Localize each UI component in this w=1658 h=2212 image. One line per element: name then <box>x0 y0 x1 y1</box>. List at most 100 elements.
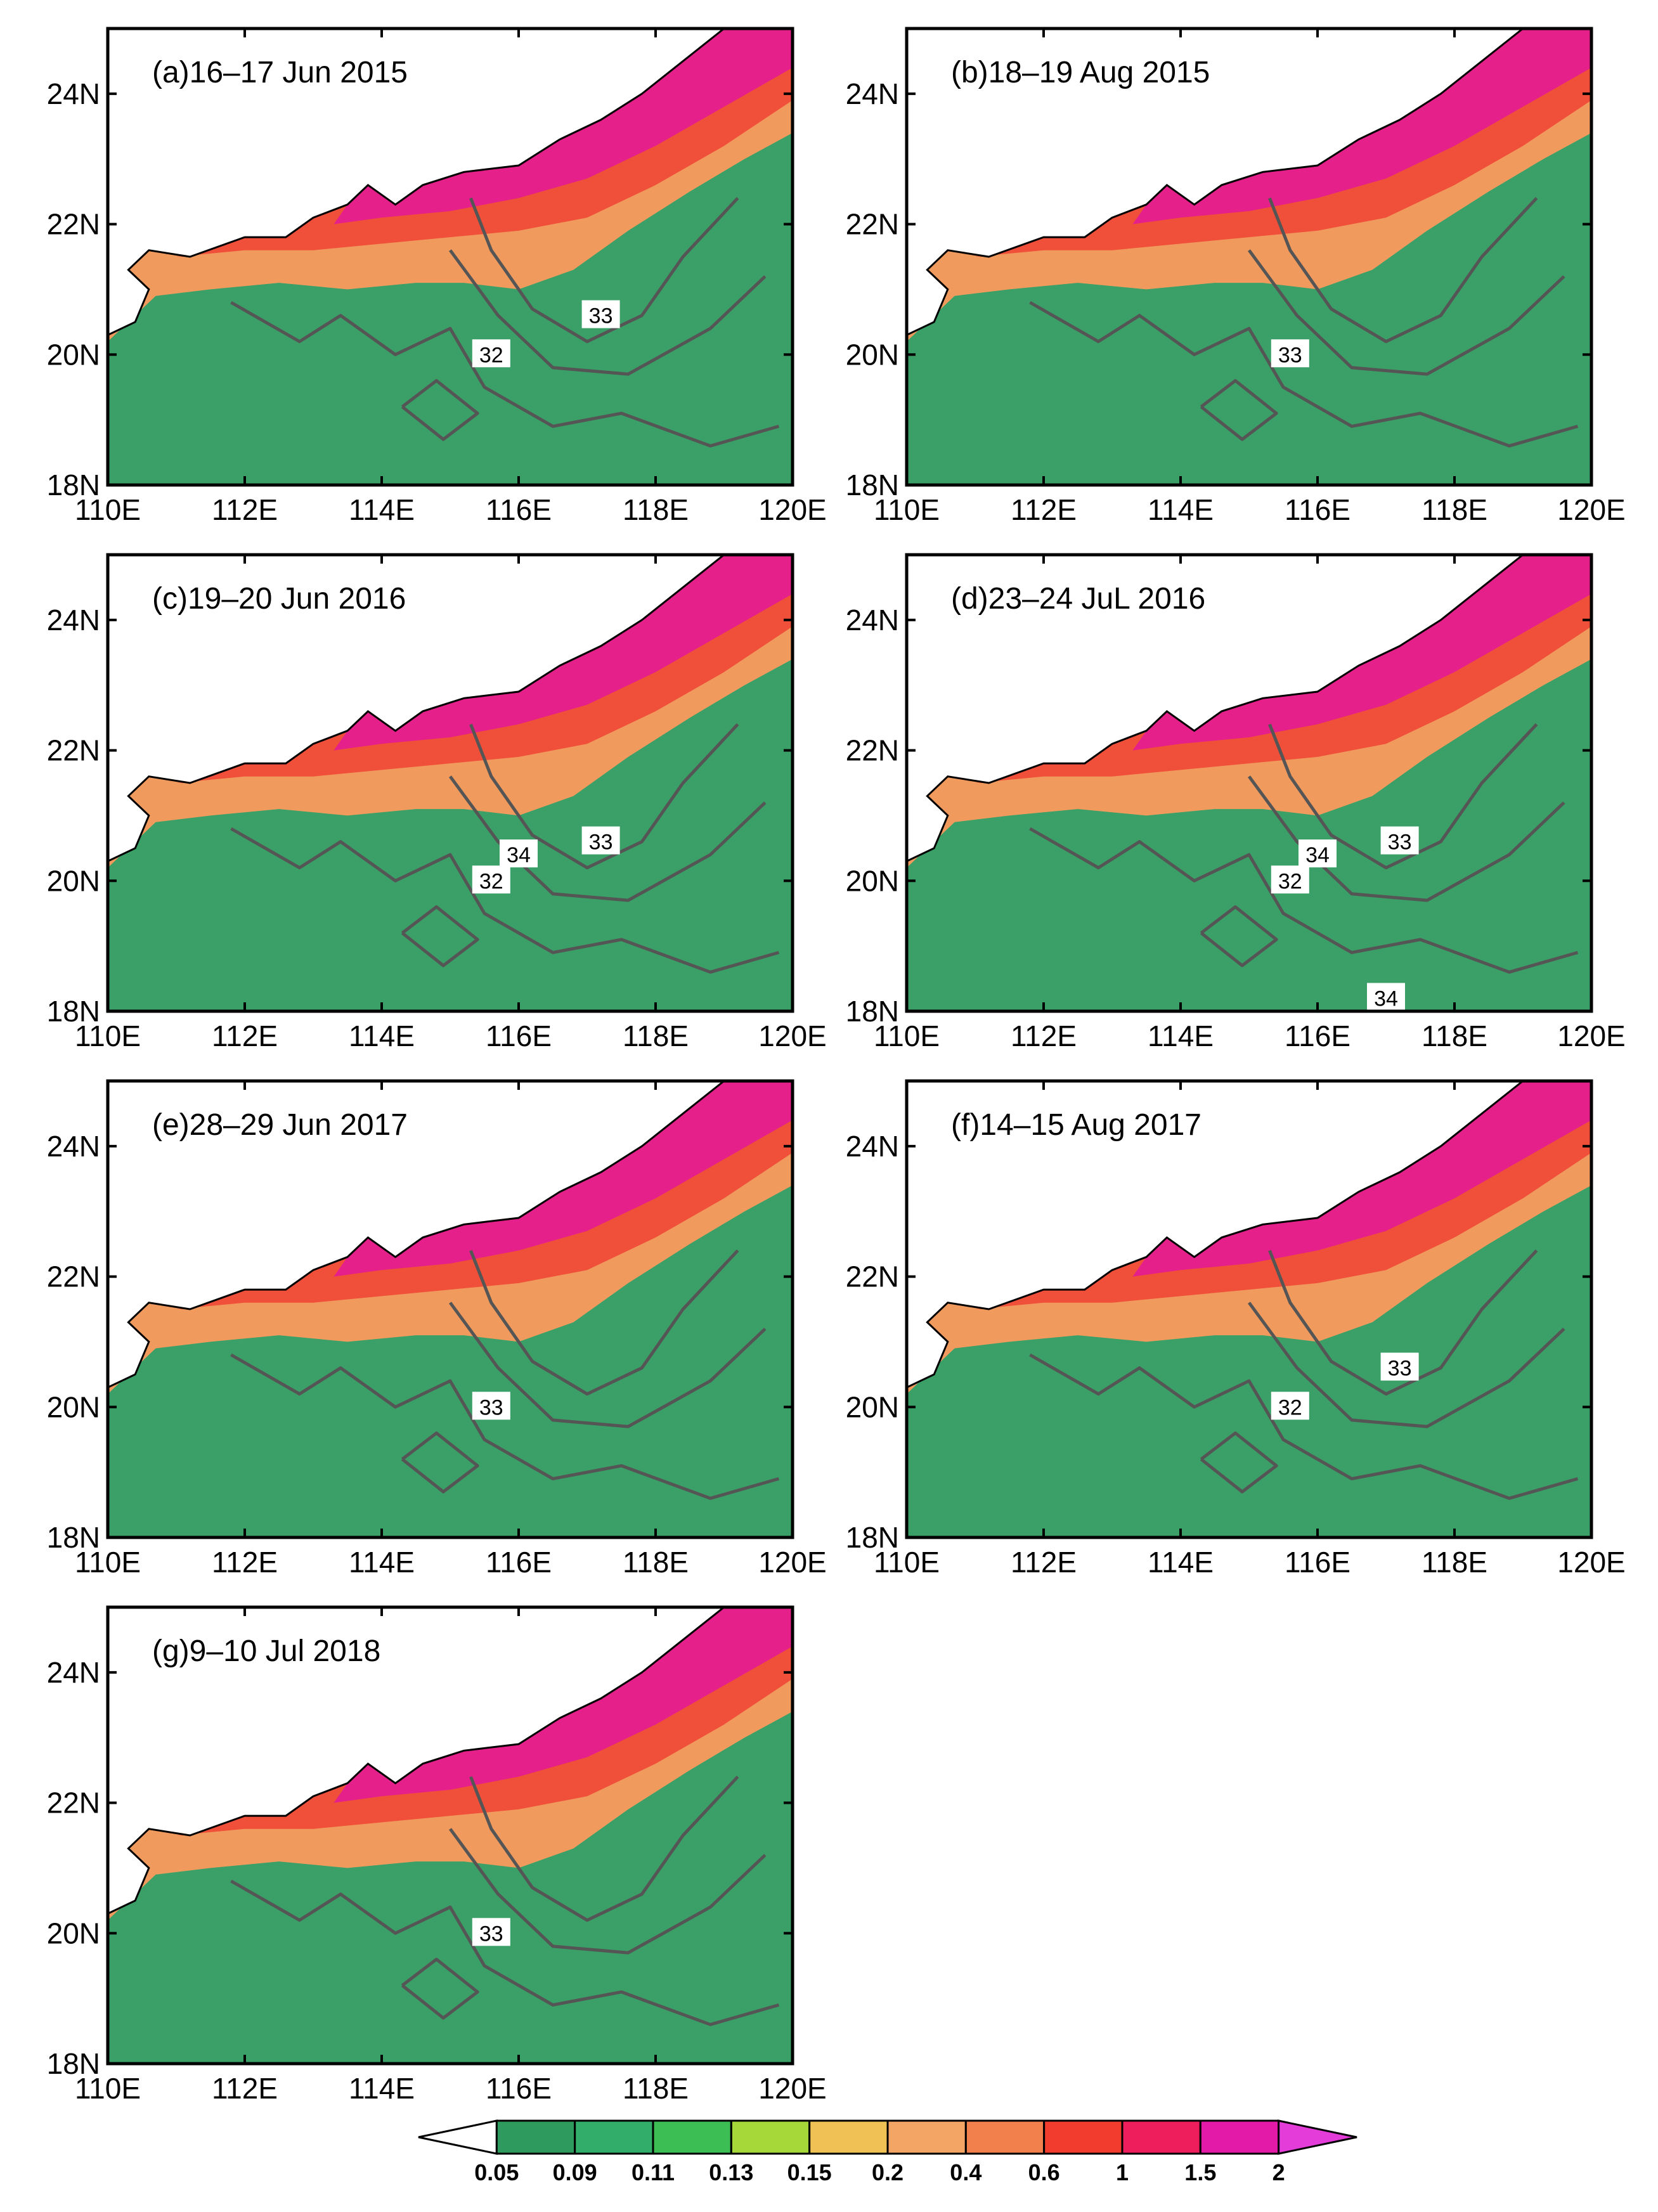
x-tick-label: 116E <box>486 2072 552 2105</box>
y-tick-label: 18N <box>846 1521 899 1554</box>
x-tick-label: 118E <box>623 493 689 526</box>
x-tick-label: 114E <box>1148 1019 1214 1052</box>
x-tick-label: 110E <box>75 493 141 526</box>
contour-label: 32 <box>479 869 503 893</box>
salinity-contour <box>1029 301 1579 448</box>
contour-label: 33 <box>589 304 613 328</box>
contour-label-box <box>581 300 620 328</box>
x-tick-label: 114E <box>349 493 415 526</box>
y-tick-label: 18N <box>47 2047 100 2080</box>
salinity-contour <box>1247 775 1565 902</box>
colorbar-segment <box>574 2119 654 2155</box>
salinity-contour <box>1247 249 1565 376</box>
panel-title: (d)23–24 JuL 2016 <box>951 582 1205 616</box>
x-tick-label: 118E <box>623 2072 689 2105</box>
colorbar-segment <box>964 2119 1046 2155</box>
x-tick-label: 120E <box>758 2072 826 2105</box>
panel-frame <box>106 1605 794 2066</box>
salinity-contour <box>1268 197 1538 344</box>
coastal-band-magenta <box>334 555 793 751</box>
x-tick-label: 118E <box>623 1546 689 1579</box>
x-tick-label: 116E <box>1285 493 1350 526</box>
y-tick-label: 20N <box>47 864 100 897</box>
colorbar-label: 0.6 <box>1028 2159 1060 2185</box>
y-tick-label: 24N <box>47 77 100 110</box>
x-tick-label: 112E <box>212 493 278 526</box>
colorbar-segment <box>886 2119 967 2155</box>
contour-label-box <box>1367 983 1405 1011</box>
map-panel-f: 32 33 (f)14–15 Aug 2017 110E 112E 114E 116E 118… <box>846 1079 1626 1579</box>
colorbar-segment <box>1278 2119 1357 2155</box>
x-tick-label: 120E <box>758 1019 826 1052</box>
x-tick-label: 114E <box>1148 1546 1214 1579</box>
x-tick-label: 112E <box>212 2072 278 2105</box>
panel-title: (e)28–29 Jun 2017 <box>152 1108 408 1142</box>
contour-label: 33 <box>589 831 613 855</box>
colorbar-segment <box>1121 2119 1201 2155</box>
colorbar-segment <box>495 2119 576 2155</box>
contour-label: 34 <box>1305 843 1330 867</box>
coastal-band-magenta <box>1132 1081 1591 1277</box>
salinity-contour <box>469 723 739 870</box>
contour-label: 34 <box>507 843 531 867</box>
y-tick-label: 22N <box>846 734 899 767</box>
y-tick-label: 20N <box>846 864 899 897</box>
salinity-contour <box>448 1828 767 1955</box>
panel-frame <box>905 553 1593 1013</box>
salinity-contour <box>469 197 739 344</box>
panel-title: (f)14–15 Aug 2017 <box>951 1108 1201 1142</box>
x-tick-label: 118E <box>1422 493 1487 526</box>
x-tick-label: 112E <box>1011 493 1077 526</box>
colorbar-label: 0.09 <box>553 2159 597 2185</box>
x-tick-label: 110E <box>874 1546 940 1579</box>
land <box>907 1081 1523 1388</box>
contour-label-box <box>500 839 538 868</box>
x-tick-label: 114E <box>349 1019 415 1052</box>
colorbar-segment <box>418 2119 498 2155</box>
colorbar-segment <box>652 2119 732 2155</box>
coastal-band-magenta <box>1132 29 1591 224</box>
y-tick-label: 20N <box>47 1390 100 1423</box>
land <box>108 29 724 335</box>
contour-label: 33 <box>1388 831 1412 855</box>
land <box>907 29 1523 335</box>
land <box>108 555 724 862</box>
map-panel-b: 33 (b)18–19 Aug 2015 110E 112E 114E 116E 118E 1… <box>846 27 1626 526</box>
y-tick-label: 24N <box>846 1130 899 1163</box>
salinity-contour <box>1268 1249 1538 1396</box>
x-tick-label: 116E <box>1285 1019 1350 1052</box>
x-tick-label: 112E <box>212 1546 278 1579</box>
colorbar-label: 0.13 <box>709 2159 753 2185</box>
colorbar-label: 2 <box>1273 2159 1285 2185</box>
panel-title: (b)18–19 Aug 2015 <box>951 56 1210 89</box>
panel-frame <box>905 27 1593 487</box>
contour-label-box <box>472 865 510 894</box>
coastline <box>108 1081 725 1388</box>
contour-label-box <box>581 826 620 855</box>
y-tick-label: 22N <box>846 1260 899 1293</box>
contour-label-box <box>1380 1352 1419 1381</box>
salinity-contour <box>230 301 780 448</box>
x-tick-label: 112E <box>1011 1019 1077 1052</box>
panel-frame <box>106 553 794 1013</box>
colorbar-label: 1.5 <box>1184 2159 1216 2185</box>
contour-label: 32 <box>1278 869 1302 893</box>
contour-label: 33 <box>479 1922 503 1946</box>
y-tick-label: 24N <box>47 604 100 637</box>
colorbar-label: 0.15 <box>787 2159 832 2185</box>
land <box>108 1081 724 1388</box>
salinity-contour <box>448 1302 767 1428</box>
coastline <box>108 555 725 862</box>
x-tick-label: 112E <box>1011 1546 1077 1579</box>
y-tick-label: 18N <box>47 995 100 1028</box>
contour-label-box <box>1299 839 1337 868</box>
y-tick-label: 20N <box>846 1390 899 1423</box>
panel-title: (a)16–17 Jun 2015 <box>152 56 408 89</box>
land <box>108 1607 724 1914</box>
x-tick-label: 116E <box>486 1546 552 1579</box>
y-tick-label: 24N <box>846 77 899 110</box>
coastline <box>108 29 725 336</box>
x-tick-label: 114E <box>1148 493 1214 526</box>
coastal-band-magenta <box>1132 555 1591 751</box>
